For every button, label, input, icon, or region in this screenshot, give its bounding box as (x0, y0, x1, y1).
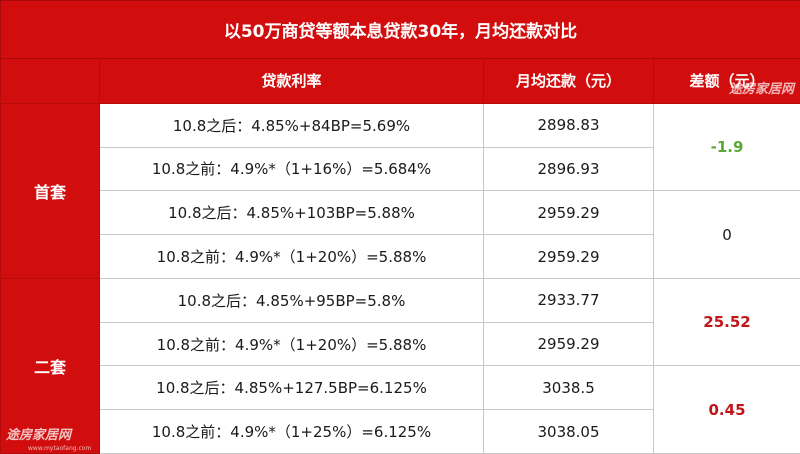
group-label-first-home: 首套 (0, 102, 100, 279)
payment-cell: 2933.77 (483, 277, 654, 323)
rate-cell: 10.8之前：4.9%*（1+16%）=5.684% (99, 146, 484, 192)
rate-cell: 10.8之前：4.9%*（1+20%）=5.88% (99, 234, 484, 279)
rate-cell: 10.8之前：4.9%*（1+25%）=6.125% (99, 409, 484, 454)
rate-cell: 10.8之后：4.85%+103BP=5.88% (99, 190, 484, 236)
diff-cell: -1.9 (652, 102, 800, 192)
table-title: 以50万商贷等额本息贷款30年，月均还款对比 (0, 0, 800, 59)
payment-cell: 2959.29 (483, 190, 654, 236)
payment-cell: 3038.5 (483, 365, 654, 411)
rate-cell: 10.8之后：4.85%+95BP=5.8% (99, 277, 484, 323)
diff-cell: 0 (652, 190, 800, 279)
payment-cell: 3038.05 (483, 409, 654, 454)
rate-cell: 10.8之后：4.85%+84BP=5.69% (99, 102, 484, 148)
payment-cell: 2898.83 (483, 102, 654, 148)
header-rate: 贷款利率 (99, 57, 484, 104)
header-blank (0, 57, 100, 104)
header-diff: 差额（元） (652, 57, 800, 104)
header-payment: 月均还款（元） (483, 57, 654, 104)
payment-cell: 2896.93 (483, 146, 654, 192)
group-label-second-home: 二套 (0, 277, 100, 454)
payment-cell: 2959.29 (483, 234, 654, 279)
diff-cell: 0.45 (652, 365, 800, 454)
rate-cell: 10.8之后：4.85%+127.5BP=6.125% (99, 365, 484, 411)
payment-cell: 2959.29 (483, 321, 654, 367)
diff-cell: 25.52 (652, 277, 800, 367)
rate-cell: 10.8之前：4.9%*（1+20%）=5.88% (99, 321, 484, 367)
